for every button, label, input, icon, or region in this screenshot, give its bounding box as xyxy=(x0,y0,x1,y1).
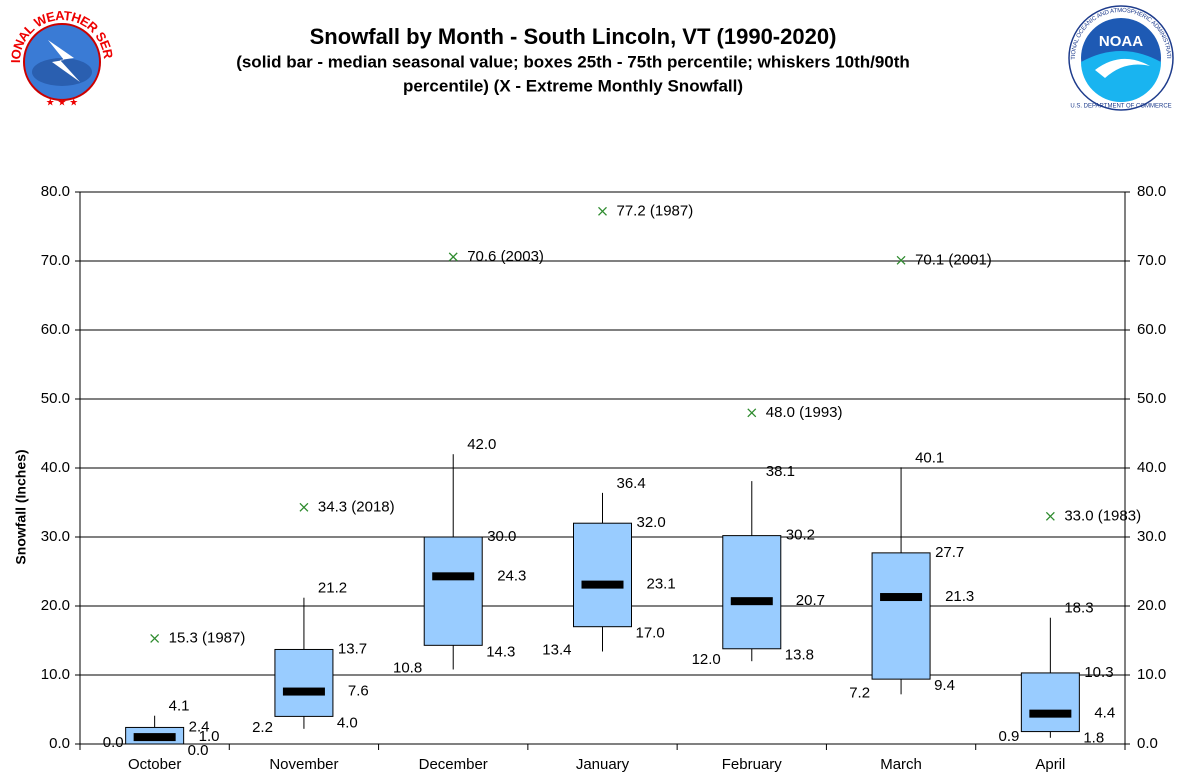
chart-subtitle: (solid bar - median seasonal value; boxe… xyxy=(236,52,910,71)
x-tick-label: November xyxy=(269,756,338,773)
value-label: 30.0 xyxy=(487,528,516,545)
x-tick-label: October xyxy=(128,756,181,773)
value-label: 21.2 xyxy=(318,580,347,597)
value-label: 1.8 xyxy=(1083,730,1104,747)
y-tick-label: 20.0 xyxy=(41,597,70,614)
extreme-label: 48.0 (1993) xyxy=(766,404,843,421)
value-label: 0.0 xyxy=(188,742,209,759)
median-bar xyxy=(1029,709,1072,718)
chart-subtitle: percentile) (X - Extreme Monthly Snowfal… xyxy=(403,76,743,95)
noaa-bottom: U.S. DEPARTMENT OF COMMERCE xyxy=(1070,104,1171,110)
y-tick-label: 40.0 xyxy=(41,459,70,476)
median-bar xyxy=(432,572,475,581)
box xyxy=(871,552,931,680)
value-label: 21.3 xyxy=(945,588,974,605)
value-label: 4.1 xyxy=(169,698,190,715)
x-tick-label: February xyxy=(722,756,783,773)
value-label: 9.4 xyxy=(934,677,955,694)
nws-stars: ★ ★ ★ xyxy=(46,98,78,109)
extreme-marker xyxy=(448,252,458,262)
value-label: 0.9 xyxy=(998,728,1019,745)
box xyxy=(573,522,632,628)
y-tick-label: 0.0 xyxy=(49,735,70,752)
box xyxy=(1020,672,1080,733)
y2-tick-label: 70.0 xyxy=(1137,252,1166,269)
value-label: 24.3 xyxy=(497,567,526,584)
value-label: 20.7 xyxy=(796,592,825,609)
noaa-text: NOAA xyxy=(1099,33,1143,50)
extreme-marker xyxy=(299,502,309,512)
y-axis-label: Snowfall (Inches) xyxy=(13,449,29,564)
value-label: 4.0 xyxy=(337,714,358,731)
y-tick-label: 60.0 xyxy=(41,321,70,338)
x-tick-label: January xyxy=(576,756,630,773)
value-label: 40.1 xyxy=(915,449,944,466)
y2-tick-label: 30.0 xyxy=(1137,528,1166,545)
y-tick-label: 10.0 xyxy=(41,666,70,683)
extreme-label: 70.6 (2003) xyxy=(467,248,544,265)
value-label: 2.2 xyxy=(252,719,273,736)
value-label: 0.0 xyxy=(103,734,124,751)
value-label: 17.0 xyxy=(636,625,665,642)
extreme-marker xyxy=(598,206,607,216)
median-bar xyxy=(282,687,325,696)
y-tick-label: 80.0 xyxy=(41,183,70,200)
box xyxy=(274,648,334,717)
extreme-label: 33.0 (1983) xyxy=(1064,507,1141,524)
median-bar xyxy=(730,597,773,606)
extreme-marker xyxy=(150,633,160,643)
value-label: 1.0 xyxy=(199,728,220,745)
y2-tick-label: 80.0 xyxy=(1137,183,1166,200)
value-label: 32.0 xyxy=(637,514,666,531)
extreme-label: 77.2 (1987) xyxy=(617,202,694,219)
extreme-marker xyxy=(747,408,757,418)
x-tick-label: December xyxy=(419,756,488,773)
y2-tick-label: 20.0 xyxy=(1137,597,1166,614)
box xyxy=(722,535,782,650)
value-label: 36.4 xyxy=(617,475,646,492)
plot-frame xyxy=(79,191,1126,745)
value-label: 38.1 xyxy=(766,463,795,480)
y-tick-label: 30.0 xyxy=(41,528,70,545)
value-label: 7.6 xyxy=(348,683,369,700)
value-label: 18.3 xyxy=(1064,600,1093,617)
extreme-label: 34.3 (2018) xyxy=(318,498,395,515)
nws-logo: NATIONAL WEATHER SERVICE ★ ★ ★ xyxy=(0,0,116,109)
y2-tick-label: 40.0 xyxy=(1137,459,1166,476)
x-tick-label: March xyxy=(880,756,922,773)
value-label: 13.8 xyxy=(785,647,814,664)
value-label: 27.7 xyxy=(935,544,964,561)
x-tick-label: April xyxy=(1035,756,1065,773)
median-bar xyxy=(880,593,923,602)
value-label: 7.2 xyxy=(849,684,870,701)
median-bar xyxy=(133,733,176,742)
y2-tick-label: 0.0 xyxy=(1137,735,1158,752)
extreme-marker xyxy=(896,255,906,265)
value-label: 13.7 xyxy=(338,640,367,657)
value-label: 4.4 xyxy=(1094,705,1115,722)
value-label: 2.4 xyxy=(189,718,210,735)
value-label: 10.3 xyxy=(1084,664,1113,681)
median-bar xyxy=(581,580,624,589)
y-tick-label: 70.0 xyxy=(41,252,70,269)
value-label: 12.0 xyxy=(692,651,721,668)
y-tick-label: 50.0 xyxy=(41,390,70,407)
value-label: 42.0 xyxy=(467,436,496,453)
extreme-label: 70.1 (2001) xyxy=(915,251,992,268)
value-label: 10.8 xyxy=(393,659,422,676)
y2-tick-label: 50.0 xyxy=(1137,390,1166,407)
value-label: 14.3 xyxy=(486,643,515,660)
y2-tick-label: 60.0 xyxy=(1137,321,1166,338)
value-label: 13.4 xyxy=(542,642,571,659)
y2-tick-label: 10.0 xyxy=(1137,666,1166,683)
box xyxy=(423,536,483,646)
extreme-label: 15.3 (1987) xyxy=(169,629,246,646)
extreme-marker xyxy=(1045,511,1055,521)
value-label: 30.2 xyxy=(786,527,815,544)
chart-title: Snowfall by Month - South Lincoln, VT (1… xyxy=(310,24,837,49)
value-label: 23.1 xyxy=(647,576,676,593)
